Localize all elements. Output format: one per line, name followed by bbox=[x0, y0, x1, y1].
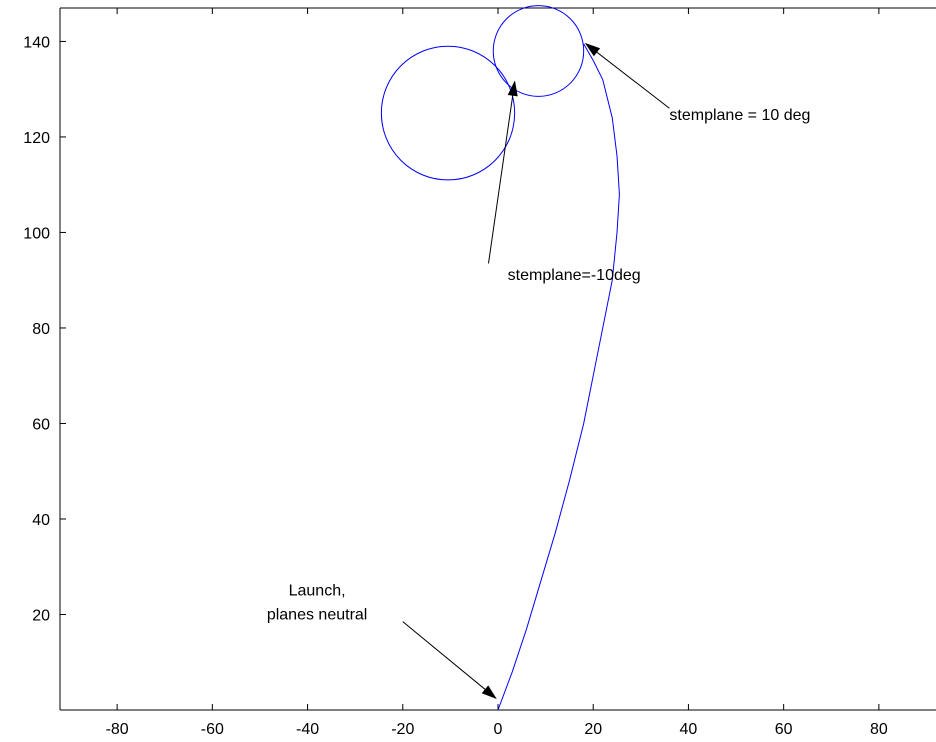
annotation-arrow-line bbox=[585, 43, 670, 109]
annotation-arrowhead bbox=[507, 80, 518, 97]
x-tick-label: -40 bbox=[296, 721, 319, 738]
y-tick-label: 40 bbox=[32, 512, 50, 529]
annotation-label: stemplane = 10 deg bbox=[669, 107, 810, 124]
annotation-label: Launch, bbox=[289, 582, 346, 599]
turn-circle-2 bbox=[380, 45, 516, 181]
x-tick-label: 20 bbox=[584, 721, 602, 738]
annotation-arrowhead bbox=[584, 42, 601, 57]
y-tick-label: 20 bbox=[32, 607, 50, 624]
annotation-label: stemplane=-10deg bbox=[508, 267, 641, 284]
x-tick-label: 60 bbox=[775, 721, 793, 738]
x-tick-label: 0 bbox=[494, 721, 503, 738]
y-tick-label: 140 bbox=[23, 34, 50, 51]
y-tick-label: 100 bbox=[23, 225, 50, 242]
annotation-arrowhead bbox=[481, 685, 497, 700]
plot-annotations: stemplane = 10 deg stemplane=-10deg Launch… bbox=[267, 42, 810, 700]
annotation-label: planes neutral bbox=[267, 606, 368, 623]
y-tick-label: 60 bbox=[32, 416, 50, 433]
x-tick-label: -20 bbox=[391, 721, 414, 738]
annotation-arrow-line bbox=[402, 621, 496, 699]
y-tick-label: 120 bbox=[23, 130, 50, 147]
plot-axes: -80 -60 -40 -20 0 20 40 60 80 20 40 60 80 100 120 140 bbox=[23, 7, 936, 738]
annotation-arrow-line bbox=[487, 81, 516, 264]
x-tick-label: -60 bbox=[201, 721, 224, 738]
plot-series bbox=[380, 5, 620, 711]
turn-circle-1 bbox=[492, 5, 585, 97]
trajectory-line bbox=[497, 43, 620, 711]
y-tick-label: 80 bbox=[32, 321, 50, 338]
x-tick-label: -80 bbox=[106, 721, 129, 738]
x-tick-label: 40 bbox=[680, 721, 698, 738]
x-tick-label: 80 bbox=[870, 721, 888, 738]
